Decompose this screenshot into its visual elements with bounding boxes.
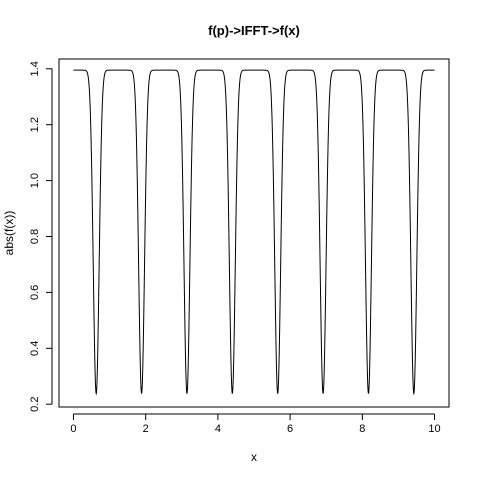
plot-frame bbox=[58, 58, 450, 408]
y-tick-label: 0.2 bbox=[29, 397, 41, 412]
series-line-abs-fx bbox=[73, 69, 435, 396]
chart-title: f(p)->IFFT->f(x) bbox=[208, 23, 300, 38]
x-tick-label: 0 bbox=[70, 423, 76, 435]
y-tick-label: 0.4 bbox=[29, 341, 41, 356]
x-tick-label: 2 bbox=[143, 423, 149, 435]
x-tick-label: 6 bbox=[287, 423, 293, 435]
y-axis: 0.2 0.4 0.6 0.8 1.0 1.2 1.4 bbox=[29, 61, 53, 412]
y-tick-label: 1.2 bbox=[29, 117, 41, 132]
x-tick-label: 10 bbox=[428, 423, 440, 435]
y-tick-label: 1.4 bbox=[29, 61, 41, 76]
y-axis-label: abs(f(x)) bbox=[2, 211, 16, 256]
x-axis-label: x bbox=[251, 450, 257, 464]
y-tick-label: 1.0 bbox=[29, 173, 41, 188]
x-tick-label: 4 bbox=[215, 423, 221, 435]
y-tick-label: 0.8 bbox=[29, 229, 41, 244]
y-tick-label: 0.6 bbox=[29, 285, 41, 300]
x-tick-label: 8 bbox=[359, 423, 365, 435]
x-axis: 0 2 4 6 8 10 bbox=[70, 413, 441, 435]
